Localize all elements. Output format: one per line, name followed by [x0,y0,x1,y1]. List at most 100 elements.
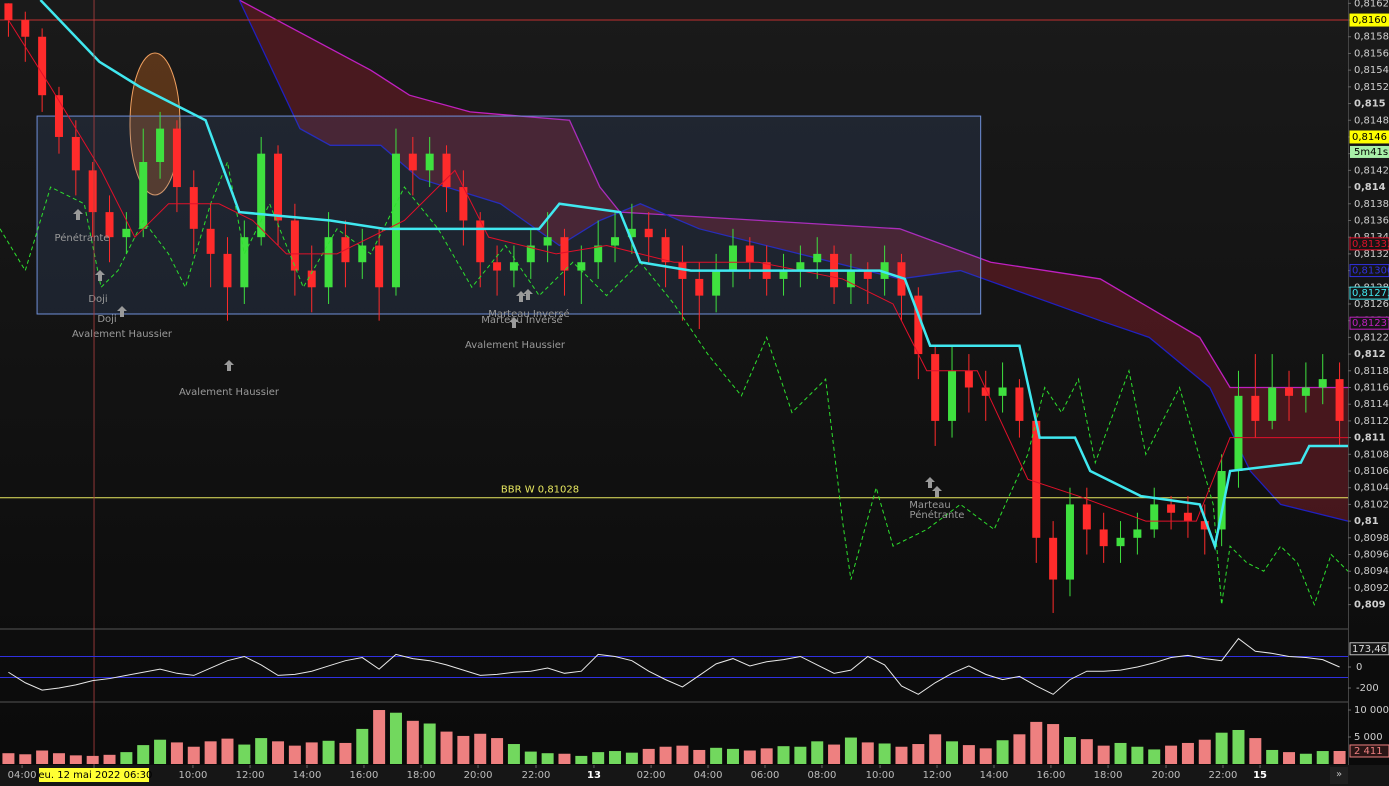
x-tick-label: 06:00 [751,770,780,781]
x-tick-label: 12:00 [923,770,952,781]
pattern-label: Avalement Haussier [179,387,280,398]
price-label: 0,81332 [1352,239,1389,250]
candle-body [223,253,232,288]
y-tick-label: 0,81 [1354,516,1379,527]
y-tick-label: 0,8152 [1354,82,1389,93]
candle-body [695,278,704,296]
volume-bar [878,743,891,764]
candle-body [526,245,535,263]
candle-body [1335,379,1344,421]
pattern-label: Marteau [909,500,950,511]
y-tick-label: 0,8104 [1354,483,1389,494]
price-label: 0,8146 [1352,132,1387,143]
y-tick-label: 0,8122 [1354,332,1389,343]
y-tick-label: 0,8118 [1354,366,1389,377]
volume-bar [1165,745,1178,764]
volume-bar [272,741,285,764]
y-tick-label: 0,8102 [1354,499,1389,510]
candle-body [274,153,283,221]
candle-body [813,253,822,263]
price-label-box [1349,286,1389,300]
volume-bar [1114,742,1127,764]
candle-body [594,245,603,263]
candle-body [4,3,13,21]
current-box [1349,642,1389,656]
candle-body [425,153,434,171]
y-tick-label: 0,811 [1354,433,1386,444]
volume-bar [1148,749,1161,764]
volume-bar [1333,750,1346,764]
volume-bar [794,746,807,764]
volume-bar [575,755,588,764]
candle-body [1133,529,1142,538]
candle-body [1116,537,1125,547]
x-tick-label: 10:00 [179,770,208,781]
volume-bar [811,741,824,764]
scroll-button[interactable] [1330,767,1348,784]
candle-body [375,245,384,288]
candle-body [712,270,721,296]
candle-body [122,228,131,238]
volume-bar [389,712,402,764]
volume-bar [929,734,942,764]
volume-bar [305,742,318,764]
indicator-line [39,0,1348,551]
volume-bar [120,752,133,764]
volume-bar [373,710,386,764]
volume-bar [491,738,504,764]
y-tick-label: 0,8096 [1354,550,1389,561]
volume-bar [1097,745,1110,764]
pattern-label: Marteau Inversé [488,308,569,320]
pattern-label: Pénétrante [55,232,110,244]
volume-bar [844,737,857,764]
candle-body [931,354,940,421]
candle-body [577,262,586,271]
volume-bar [1299,753,1312,764]
candle-body [1268,387,1277,421]
y-tick-label: 0,8114 [1354,399,1389,410]
candle-body [745,245,754,263]
x-tick-label: 02:00 [637,770,666,781]
scroll-icon[interactable]: » [1336,769,1342,780]
volume-bar [676,745,689,764]
candle-body [71,136,80,171]
pattern-label: Avalement Haussier [72,329,173,340]
x-tick-label: 04:00 [694,770,723,781]
candle-body [678,262,687,279]
y-tick-label: 0,8112 [1354,416,1389,427]
cci-line [8,637,1340,695]
x-tick-label: 20:00 [1152,770,1181,781]
x-tick-label: jeu. 12 mai 2022 06:30 [35,770,153,781]
y-tick-label: 0,8126 [1354,299,1389,310]
y-tick-label: 0,8136 [1354,215,1389,226]
y-tick-label: 0,8158 [1354,32,1389,43]
y-tick-label: 0,8132 [1354,249,1389,260]
candle-body [156,128,165,163]
volume-bar [625,752,638,764]
pattern-arrow [523,289,533,300]
volume-bar [423,723,436,764]
volume-bar [440,731,453,764]
y-tick-label: 0,814 [1354,182,1386,193]
volume-bar [255,738,268,764]
countdown-box [1350,145,1389,158]
y-tick-label: 0,8092 [1354,583,1389,594]
pattern-arrow [73,209,83,220]
pattern-arrow [516,291,526,302]
candle-body [172,128,181,188]
candle-body [1251,395,1260,421]
volume-bar [1283,752,1296,764]
volume-bar [339,742,352,764]
y-tick-label: 0,809 [1354,600,1386,611]
volume-bar [946,741,959,764]
candle-body [863,270,872,279]
candle-body [324,237,333,288]
candle-body [846,270,855,288]
y-tick-label: 0,8162 [1354,0,1389,9]
volume-bar [1198,739,1211,764]
volume-bar [356,728,369,764]
volume-bar [457,735,470,764]
ichimoku-cloud [239,0,1348,522]
volume-bar [609,751,622,764]
